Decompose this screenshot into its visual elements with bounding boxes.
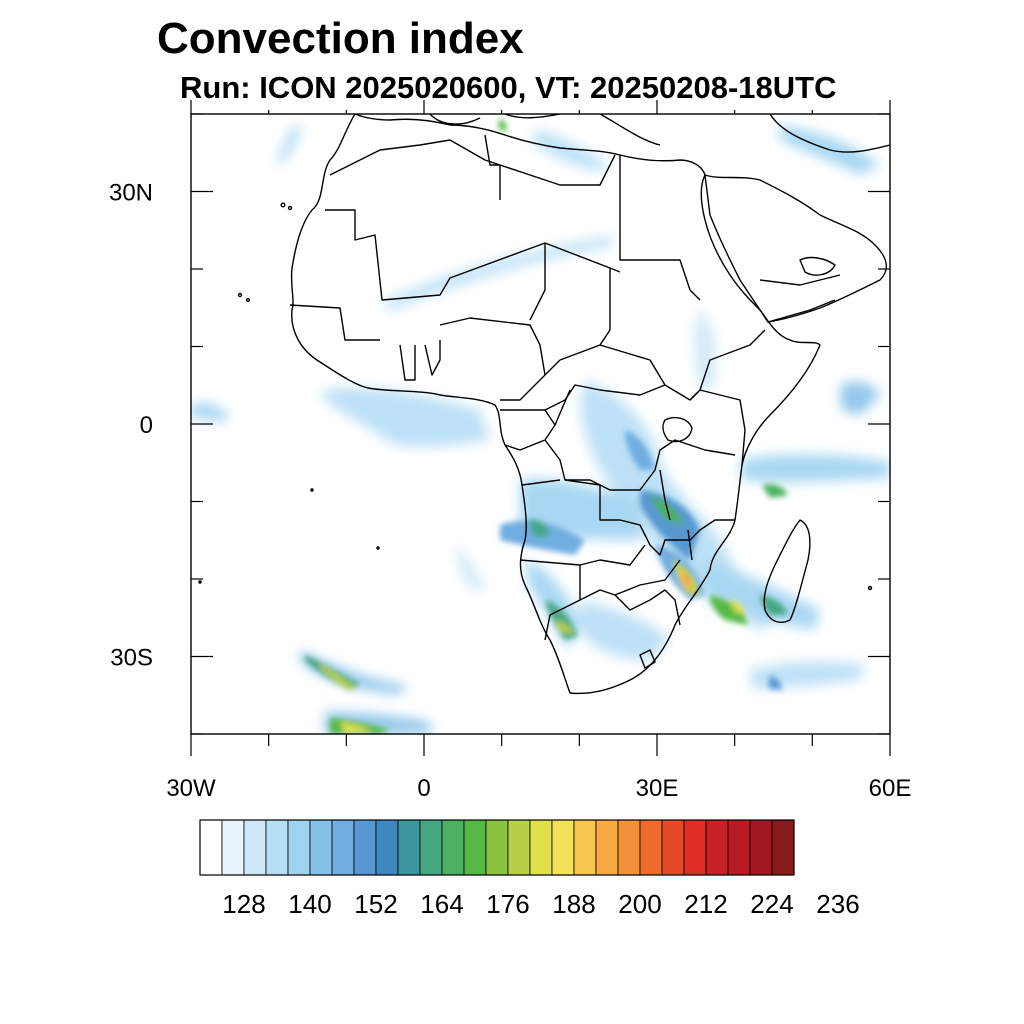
colorbar-label: 188: [552, 889, 595, 919]
colorbar-box: [463, 819, 487, 876]
colorbar-box: [551, 819, 575, 876]
colorbar-label: 128: [222, 889, 265, 919]
colorbar-box: [661, 819, 685, 876]
colorbar-box: [639, 819, 663, 876]
colorbar-box: [287, 819, 311, 876]
convection-shading: [191, 118, 890, 734]
colorbar-box: [419, 819, 443, 876]
colorbar-label: 236: [816, 889, 859, 919]
colorbar-label: 164: [420, 889, 463, 919]
chart-title: Convection index: [157, 14, 524, 63]
colorbar-box: [441, 819, 465, 876]
colorbar-label: 224: [750, 889, 793, 919]
colorbar-box: [221, 819, 245, 876]
colorbar-box: [595, 819, 619, 876]
colorbar-box: [573, 819, 597, 876]
colorbar-label: 200: [618, 889, 661, 919]
colorbar-box: [683, 819, 707, 876]
colorbar-label: 152: [354, 889, 397, 919]
colorbar-box: [749, 819, 773, 876]
colorbar-box: [397, 819, 421, 876]
colorbar-box: [617, 819, 641, 876]
colorbar-box: [309, 819, 333, 876]
colorbar-box: [199, 819, 223, 876]
colorbar-box: [331, 819, 355, 876]
colorbar-box: [727, 819, 751, 876]
colorbar-box: [529, 819, 553, 876]
colorbar-box: [375, 819, 399, 876]
lat-tick-label: 30S: [110, 645, 153, 672]
lon-tick-label: 30W: [166, 775, 216, 802]
colorbar-label: 212: [684, 889, 727, 919]
lat-tick-label: 30N: [109, 180, 153, 207]
coastlines: [198, 114, 890, 695]
plot-frame: [190, 113, 891, 735]
chart-subtitle: Run: ICON 2025020600, VT: 20250208-18UTC: [180, 70, 837, 105]
colorbar-label: 176: [486, 889, 529, 919]
colorbar-label: 140: [288, 889, 331, 919]
lon-tick-label: 60E: [869, 775, 912, 802]
colorbar-box: [705, 819, 729, 876]
map-axes: 30N 0 30S 30W 0 30E 60E: [109, 100, 911, 802]
colorbar-box: [507, 819, 531, 876]
lon-tick-label: 30E: [636, 775, 679, 802]
colorbar-box: [353, 819, 377, 876]
colorbar-box: [243, 819, 267, 876]
colorbar: 128 140 152 164 176 188 200 212 224 236: [199, 819, 860, 919]
lat-tick-label: 0: [140, 412, 153, 439]
colorbar-box: [771, 819, 795, 876]
colorbar-frame: [199, 819, 795, 876]
colorbar-box: [265, 819, 289, 876]
lon-tick-label: 0: [417, 775, 430, 802]
colorbar-box: [485, 819, 509, 876]
